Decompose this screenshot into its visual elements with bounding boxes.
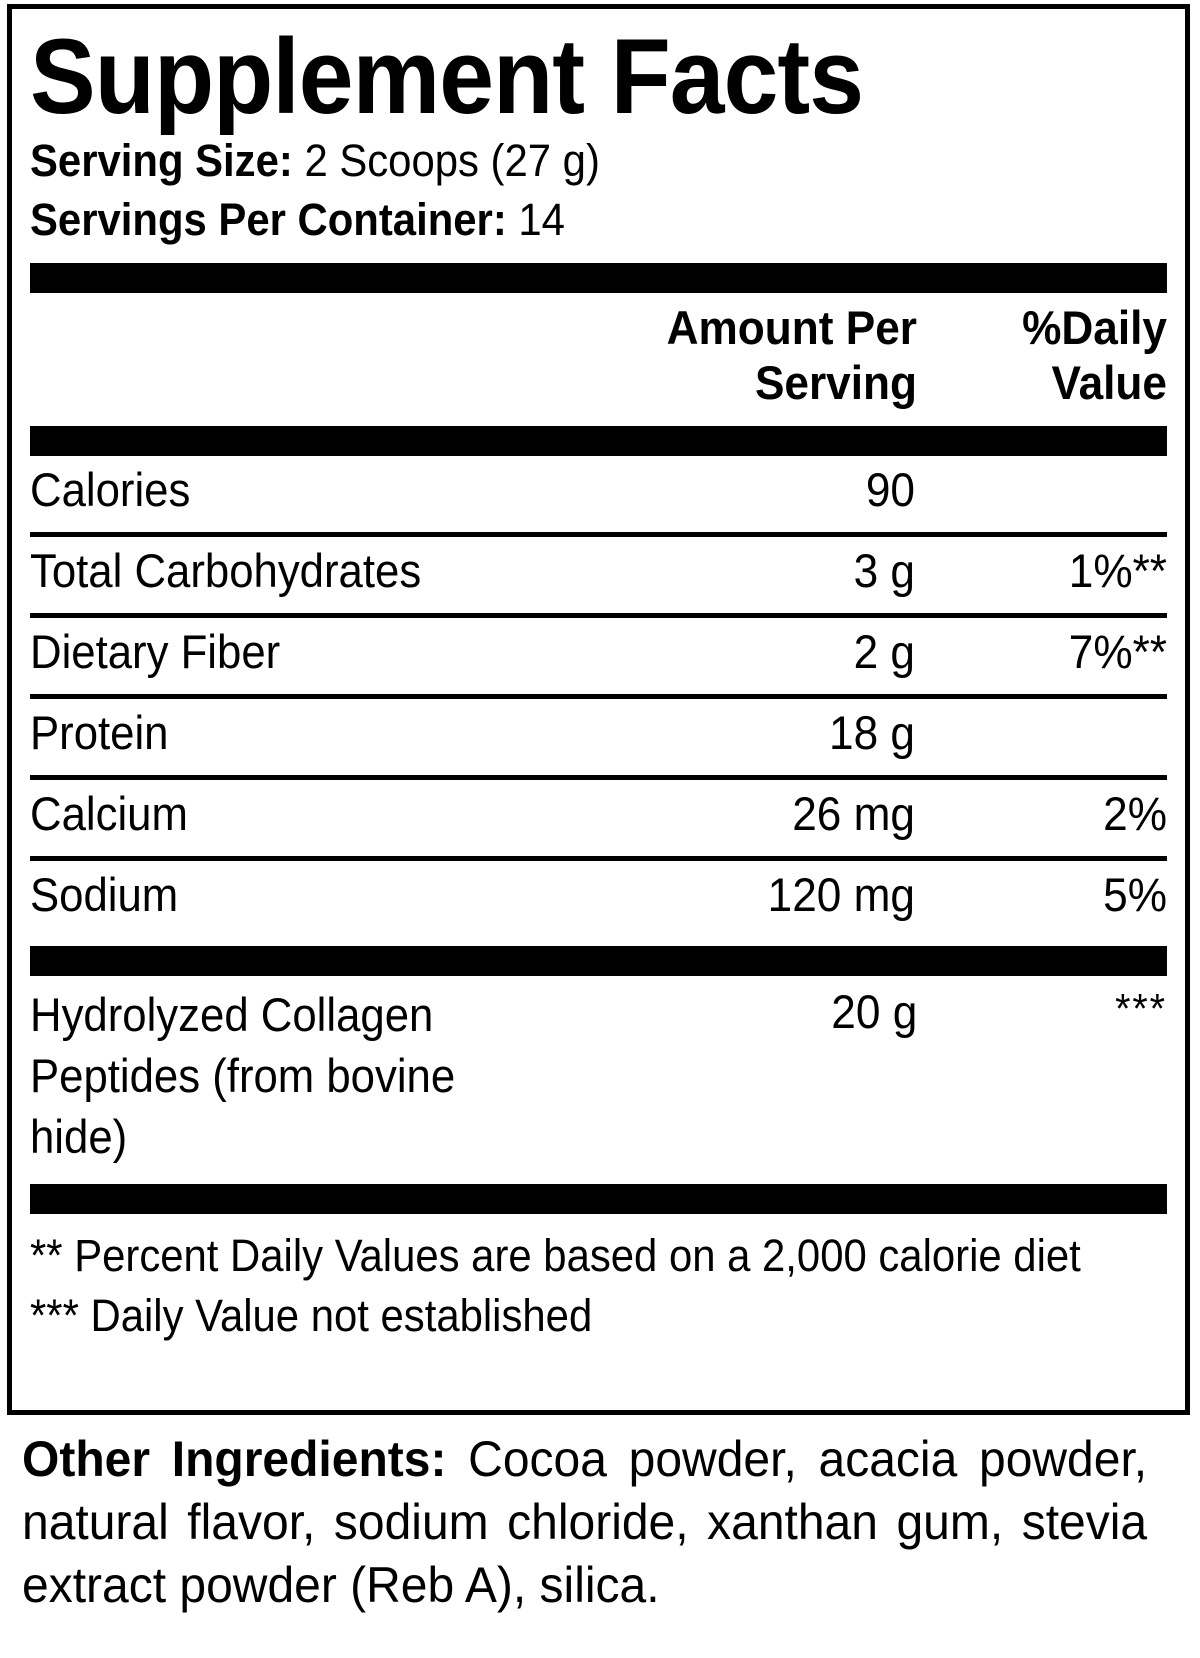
nutrient-daily-value: ***	[1115, 984, 1167, 1032]
table-row: Total Carbohydrates 3 g 1%**	[30, 537, 1167, 613]
nutrient-name: Sodium	[30, 867, 179, 921]
footnotes-block: ** Percent Daily Values are based on a 2…	[30, 1214, 1167, 1346]
servings-per-container-label: Servings Per Container:	[30, 193, 507, 245]
nutrient-daily-value: 7%**	[1068, 624, 1167, 678]
serving-size-line: Serving Size: 2 Scoops (27 g)	[30, 132, 1087, 191]
other-ingredients-block: Other Ingredients: Cocoa powder, acacia …	[22, 1428, 1147, 1617]
divider-thin	[30, 612, 1167, 618]
nutrient-amount: 2 g	[853, 624, 915, 678]
divider-thin	[30, 693, 1167, 699]
table-row: Hydrolyzed Collagen Peptides (from bovin…	[30, 976, 1167, 1175]
divider-thick-top	[30, 263, 1167, 293]
other-ingredients-text: Cocoa powder, acacia powder, natural fla…	[22, 1431, 1148, 1613]
nutrient-amount: 90	[865, 462, 915, 516]
nutrient-name: Total Carbohydrates	[30, 543, 422, 597]
nutrient-daily-value: 1%**	[1068, 543, 1167, 597]
divider-thin	[30, 774, 1167, 780]
table-row: Dietary Fiber 2 g 7%**	[30, 618, 1167, 694]
footnote-not-established: *** Daily Value not established	[30, 1290, 593, 1342]
table-row: Calories 90	[30, 456, 1167, 532]
page-title: Supplement Facts	[30, 16, 864, 136]
divider-thick-below-header	[30, 425, 1167, 456]
table-row: Protein 18 g	[30, 699, 1167, 775]
divider-thin	[30, 531, 1167, 537]
serving-size-value: 2 Scoops (27 g)	[292, 135, 600, 186]
amount-per-serving-header: Amount Per Serving	[666, 301, 917, 409]
nutrient-name: Calcium	[30, 786, 188, 840]
nutrient-name: Calories	[30, 462, 191, 516]
column-header-row: Amount Per Serving %Daily Value	[30, 293, 1167, 417]
nutrient-daily-value: 5%	[1103, 867, 1167, 921]
nutrient-daily-value: 2%	[1103, 786, 1167, 840]
footnote-daily-values: ** Percent Daily Values are based on a 2…	[30, 1230, 1081, 1282]
servings-per-container-value: 14	[506, 193, 565, 245]
nutrient-amount: 3 g	[853, 543, 915, 597]
servings-per-container-line: Servings Per Container: 14	[30, 191, 1087, 250]
table-row: Calcium 26 mg 2%	[30, 780, 1167, 856]
nutrient-amount: 26 mg	[792, 786, 915, 840]
nutrient-name: Protein	[30, 705, 169, 759]
nutrient-name: Hydrolyzed Collagen Peptides (from bovin…	[30, 987, 456, 1164]
table-row: Sodium 120 mg 5%	[30, 861, 1167, 937]
divider-thick-footnotes	[30, 1184, 1167, 1215]
nutrient-amount: 18 g	[829, 705, 915, 759]
nutrient-name: Dietary Fiber	[30, 624, 281, 678]
supplement-facts-panel: Supplement Facts Serving Size: 2 Scoops …	[7, 4, 1190, 1415]
nutrient-amount: 120 mg	[767, 867, 915, 921]
other-ingredients-label: Other Ingredients:	[22, 1431, 447, 1487]
divider-thin	[30, 855, 1167, 861]
divider-thick-proprietary	[30, 945, 1167, 976]
percent-daily-value-header: %Daily Value	[1022, 301, 1167, 409]
nutrient-amount: 20 g	[831, 984, 918, 1038]
serving-size-label: Serving Size:	[30, 135, 293, 186]
